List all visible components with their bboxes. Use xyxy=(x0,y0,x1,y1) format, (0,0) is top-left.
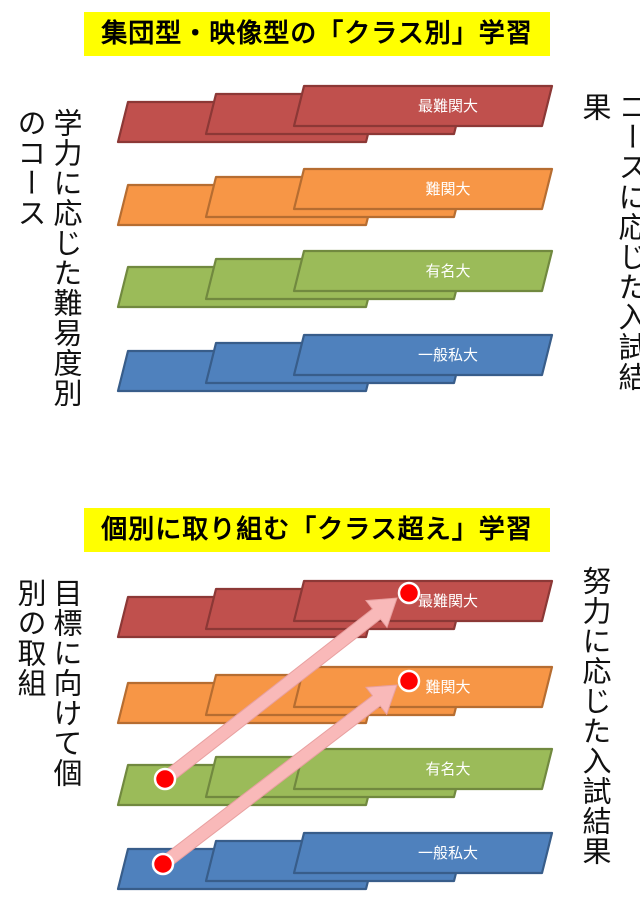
top-band-3-label: 有名大 xyxy=(425,262,470,280)
top-band-1-label: 最難関大 xyxy=(418,97,478,115)
top-band-3: 有名大 xyxy=(118,251,552,307)
start-dot-yumei xyxy=(155,769,175,789)
top-band-1: 最難関大 xyxy=(118,86,552,142)
top-band-4-label: 一般私大 xyxy=(418,346,478,364)
top-course-bands: 最難関大難関大有名大一般私大 xyxy=(118,86,552,391)
top-band-2: 難関大 xyxy=(118,169,552,225)
bottom-band-1-label: 最難関大 xyxy=(418,592,478,610)
bottom-band-3-label: 有名大 xyxy=(425,760,470,778)
bottom-band-2-segment-3 xyxy=(294,667,552,707)
top-band-2-segment-3 xyxy=(294,169,552,209)
bottom-band-1: 最難関大 xyxy=(118,581,552,637)
bottom-band-2: 難関大 xyxy=(118,667,552,723)
end-dot-nankan xyxy=(399,671,419,691)
bottom-band-2-label: 難関大 xyxy=(425,678,470,696)
top-band-2-label: 難関大 xyxy=(425,180,470,198)
bottom-band-3-segment-3 xyxy=(294,749,552,789)
start-dot-ippan xyxy=(153,854,173,874)
top-band-4: 一般私大 xyxy=(118,335,552,391)
top-band-3-segment-3 xyxy=(294,251,552,291)
bottom-band-4-label: 一般私大 xyxy=(418,844,478,862)
end-dot-sainankan xyxy=(399,583,419,603)
